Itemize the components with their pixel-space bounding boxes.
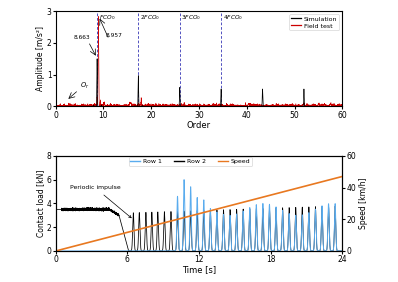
- Text: 8.957: 8.957: [105, 33, 123, 38]
- Text: $FCO_0$: $FCO_0$: [99, 13, 115, 22]
- Text: $2FCO_0$: $2FCO_0$: [140, 13, 160, 22]
- Text: 8.663: 8.663: [74, 35, 90, 40]
- Y-axis label: Amplitude [m/s²]: Amplitude [m/s²]: [36, 26, 45, 91]
- X-axis label: Order: Order: [187, 121, 211, 130]
- Text: Periodic impulse: Periodic impulse: [70, 186, 131, 218]
- Text: $3FCO_0$: $3FCO_0$: [181, 13, 201, 22]
- Y-axis label: Speed [km/h]: Speed [km/h]: [359, 178, 368, 229]
- Y-axis label: Contact load [kN]: Contact load [kN]: [36, 170, 45, 237]
- X-axis label: Time [s]: Time [s]: [182, 266, 216, 275]
- Text: $O_r$: $O_r$: [80, 81, 90, 91]
- Legend: Row 1, Row 2, Speed: Row 1, Row 2, Speed: [129, 157, 252, 166]
- Text: $4FCO_0$: $4FCO_0$: [222, 13, 243, 22]
- Legend: Simulation, Field test: Simulation, Field test: [289, 14, 339, 30]
